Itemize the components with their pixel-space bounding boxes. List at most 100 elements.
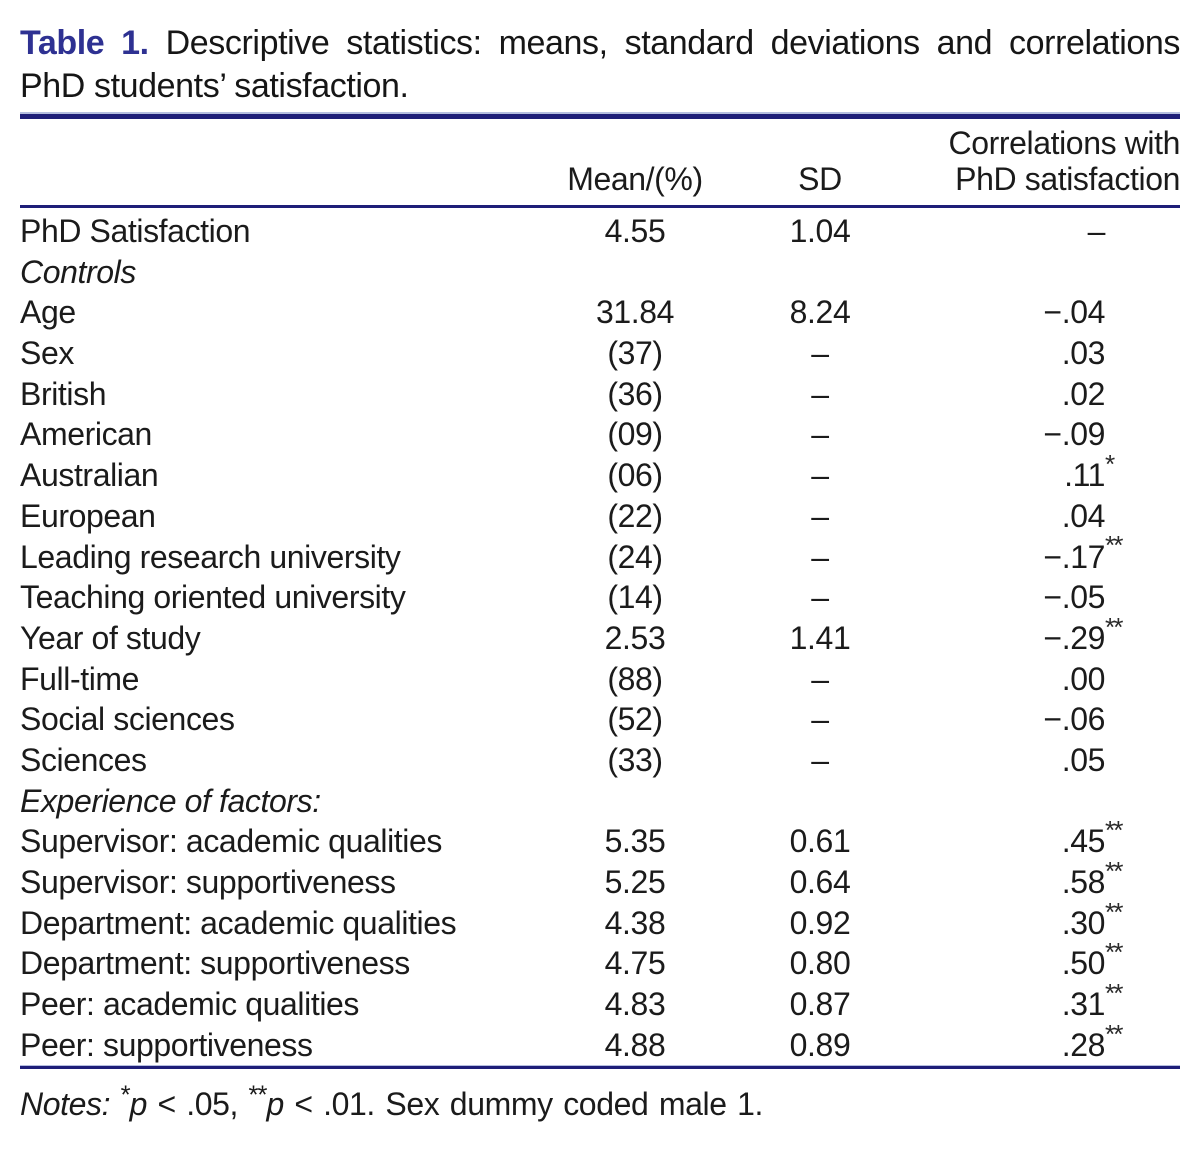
row-label: Supervisor: academic qualities bbox=[20, 823, 442, 860]
correlation-value: −.29 ** bbox=[870, 612, 1180, 659]
correlation-value: .30 ** bbox=[870, 897, 1180, 944]
table-notes: Notes: *p < .05, **p < .01. Sex dummy co… bbox=[20, 1083, 1180, 1124]
row-label: Department: academic qualities bbox=[20, 904, 457, 941]
row-label: Sex bbox=[20, 335, 74, 372]
header-mean: Mean/(%) bbox=[567, 161, 703, 197]
table-row: Leading research university (24) – −.17 *… bbox=[20, 530, 1180, 578]
sd-value: – bbox=[811, 660, 829, 697]
p-symbol: p bbox=[129, 1086, 148, 1123]
row-label: Social sciences bbox=[20, 701, 235, 738]
top-rule bbox=[20, 112, 1180, 119]
correlation-value: .28 ** bbox=[870, 1019, 1180, 1066]
table-row: Age 31.84 8.24 −.04 bbox=[20, 292, 1180, 333]
row-label: Peer: supportiveness bbox=[20, 1026, 313, 1063]
sd-value: 0.64 bbox=[789, 864, 851, 900]
mean-value: (33) bbox=[607, 741, 663, 778]
table-row: Sex (37) – .03 bbox=[20, 333, 1180, 374]
table-row: Department: academic qualities 4.38 0.92… bbox=[20, 897, 1180, 944]
sd-value: 0.92 bbox=[789, 904, 851, 941]
sd-value: 8.24 bbox=[789, 294, 851, 331]
correlation-asterisks: ** bbox=[1105, 815, 1123, 846]
table-body: PhD Satisfaction 4.55 1.04 – Controls Ag… bbox=[20, 208, 1180, 1065]
mean-value bbox=[500, 781, 770, 822]
row-label: PhD Satisfaction bbox=[20, 213, 251, 249]
correlation-value: −.09 bbox=[1043, 416, 1105, 453]
caption-text-line1: Descriptive statistics: means, standard … bbox=[165, 24, 1180, 62]
header-rule bbox=[20, 205, 1180, 208]
table-row: American (09) – −.09 bbox=[20, 414, 1180, 455]
significance-note-2: **p < .01. Sex dummy coded male 1. bbox=[249, 1083, 764, 1123]
table-row: Supervisor: supportiveness 5.25 0.64 .58… bbox=[20, 856, 1180, 903]
table-row: British (36) – .02 bbox=[20, 374, 1180, 415]
sd-value: – bbox=[811, 701, 829, 738]
correlation-asterisks: ** bbox=[1105, 855, 1123, 886]
sd-value: 0.89 bbox=[789, 1026, 851, 1063]
mean-value: 31.84 bbox=[595, 294, 675, 331]
correlation-value: .04 bbox=[1061, 497, 1106, 534]
correlation-value: .00 bbox=[1061, 660, 1106, 697]
table-row: Australian (06) – .11 * bbox=[20, 449, 1180, 496]
row-label: Supervisor: supportiveness bbox=[20, 864, 396, 900]
correlation-asterisks: ** bbox=[1105, 1018, 1123, 1049]
sd-value: 1.04 bbox=[789, 213, 851, 249]
row-label: Age bbox=[20, 294, 76, 331]
table-row: Social sciences (52) – −.06 bbox=[20, 699, 1180, 740]
correlation-value: −.05 bbox=[1043, 579, 1105, 616]
row-label: Full-time bbox=[20, 660, 140, 697]
table-caption: Table 1. Descriptive statistics: means, … bbox=[20, 22, 1180, 108]
correlation-value: .58 ** bbox=[870, 856, 1180, 903]
sd-value bbox=[770, 781, 870, 822]
table-row: Peer: academic qualities 4.83 0.87 .31 ** bbox=[20, 978, 1180, 1025]
mean-value: 4.55 bbox=[604, 213, 666, 249]
caption-line-1: Table 1. Descriptive statistics: means, … bbox=[20, 22, 1180, 65]
row-label: European bbox=[20, 497, 156, 534]
row-label: Department: supportiveness bbox=[20, 945, 410, 982]
sd-value: – bbox=[811, 579, 829, 616]
row-label: American bbox=[20, 416, 152, 453]
mean-value: (88) bbox=[607, 660, 663, 697]
mean-value: 4.38 bbox=[604, 904, 666, 941]
row-label: Year of study bbox=[20, 619, 201, 656]
row-label: Controls bbox=[20, 253, 136, 290]
significance-note-1: *p < .05, bbox=[121, 1083, 249, 1123]
mean-value: (22) bbox=[607, 497, 663, 534]
table-row: Experience of factors: bbox=[20, 781, 1180, 822]
correlation-value bbox=[870, 781, 1180, 822]
sd-value: 0.87 bbox=[789, 986, 851, 1023]
correlation-value: .45 ** bbox=[870, 815, 1180, 862]
header-correlations-line1: Correlations with bbox=[948, 125, 1180, 161]
correlation-value: .50 ** bbox=[870, 937, 1180, 984]
mean-value: 4.83 bbox=[604, 986, 666, 1023]
row-label: Australian bbox=[20, 457, 159, 494]
mean-value: 5.35 bbox=[604, 823, 666, 860]
double-asterisk: ** bbox=[248, 1081, 268, 1110]
table-row: Year of study 2.53 1.41 −.29 ** bbox=[20, 612, 1180, 659]
correlation-asterisks: ** bbox=[1105, 530, 1123, 561]
table-row: Full-time (88) – .00 bbox=[20, 659, 1180, 700]
table-row: Controls bbox=[20, 252, 1180, 293]
row-label: Teaching oriented university bbox=[20, 579, 406, 616]
notes-label: Notes: bbox=[20, 1086, 111, 1123]
mean-value: 2.53 bbox=[604, 619, 666, 656]
table-row: Supervisor: academic qualities 5.35 0.61… bbox=[20, 815, 1180, 862]
row-label: Sciences bbox=[20, 741, 147, 778]
row-label: British bbox=[20, 375, 107, 412]
correlation-value bbox=[870, 252, 1180, 293]
correlation-value: −.17 ** bbox=[870, 530, 1180, 578]
row-label: Peer: academic qualities bbox=[20, 986, 360, 1023]
mean-value: 5.25 bbox=[604, 864, 666, 900]
p2-threshold-and-coding-note: < .01. Sex dummy coded male 1. bbox=[283, 1086, 764, 1123]
mean-value: (52) bbox=[607, 701, 663, 738]
single-asterisk: * bbox=[120, 1081, 131, 1110]
sd-value: – bbox=[811, 741, 829, 778]
correlation-asterisks: * bbox=[1105, 449, 1115, 480]
p1-threshold: < .05, bbox=[146, 1086, 249, 1123]
bottom-rule bbox=[20, 1065, 1180, 1070]
mean-value: (09) bbox=[607, 416, 663, 453]
correlation-value: −.04 bbox=[1043, 294, 1105, 331]
mean-value bbox=[500, 252, 770, 293]
mean-value: 4.88 bbox=[604, 1026, 666, 1063]
sd-value: – bbox=[811, 335, 829, 372]
caption-text-line2: PhD students’ satisfaction. bbox=[20, 67, 409, 105]
table-header: Mean/(%) SD Correlations with PhD satisfa… bbox=[20, 119, 1180, 205]
